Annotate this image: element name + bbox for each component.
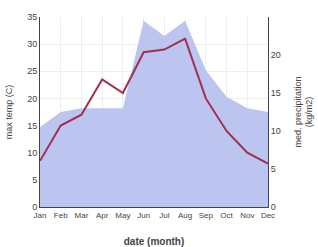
svg-text:5: 5 bbox=[32, 175, 37, 185]
svg-text:max temp (C): max temp (C) bbox=[4, 85, 14, 140]
svg-text:date (month): date (month) bbox=[124, 236, 185, 247]
svg-text:Dec: Dec bbox=[261, 211, 275, 220]
svg-text:0: 0 bbox=[271, 202, 276, 212]
svg-text:May: May bbox=[115, 211, 130, 220]
svg-text:med. precipitation(kg/m2): med. precipitation(kg/m2) bbox=[293, 76, 315, 147]
svg-text:Sep: Sep bbox=[199, 211, 214, 220]
svg-text:Jun: Jun bbox=[137, 211, 150, 220]
svg-text:Aug: Aug bbox=[178, 211, 192, 220]
svg-text:15: 15 bbox=[27, 121, 37, 131]
svg-text:20: 20 bbox=[271, 50, 281, 60]
svg-text:25: 25 bbox=[27, 66, 37, 76]
svg-text:30: 30 bbox=[27, 39, 37, 49]
svg-text:0: 0 bbox=[32, 202, 37, 212]
svg-text:Mar: Mar bbox=[75, 211, 89, 220]
svg-text:Feb: Feb bbox=[54, 211, 68, 220]
svg-text:Jan: Jan bbox=[34, 211, 47, 220]
svg-text:Apr: Apr bbox=[96, 211, 109, 220]
svg-text:5: 5 bbox=[271, 164, 276, 174]
svg-text:35: 35 bbox=[27, 12, 37, 22]
svg-text:Nov: Nov bbox=[240, 211, 254, 220]
svg-text:Jul: Jul bbox=[159, 211, 169, 220]
svg-text:10: 10 bbox=[27, 148, 37, 158]
svg-text:10: 10 bbox=[271, 126, 281, 136]
svg-text:Oct: Oct bbox=[220, 211, 233, 220]
svg-text:20: 20 bbox=[27, 94, 37, 104]
svg-text:15: 15 bbox=[271, 88, 281, 98]
